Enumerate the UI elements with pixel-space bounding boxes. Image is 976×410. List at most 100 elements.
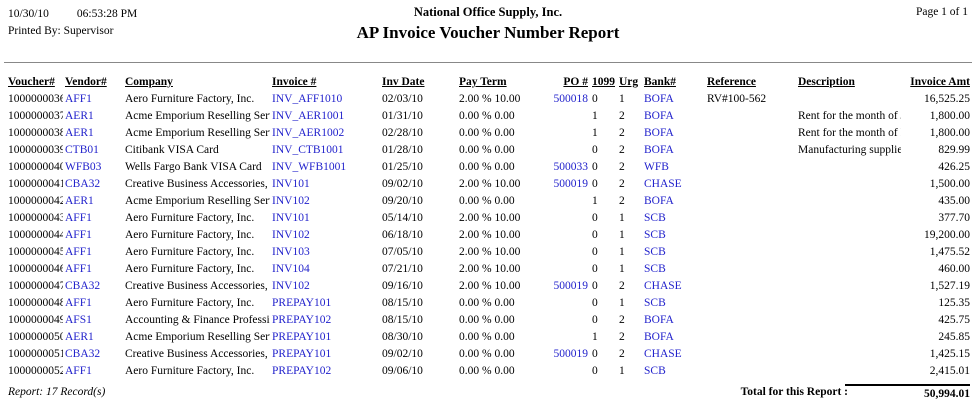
cell-voucher: 1000000051	[8, 348, 63, 360]
cell-f1099: 1	[592, 331, 598, 343]
cell-bank[interactable]: SCB	[644, 263, 666, 275]
cell-invoice[interactable]: PREPAY102	[272, 365, 332, 377]
cell-voucher: 1000000052	[8, 365, 63, 377]
cell-urg: 2	[619, 348, 625, 360]
table-row: 1000000048 AFF1 Aero Furniture Factory, In…	[6, 295, 972, 312]
cell-bank[interactable]: BOFA	[644, 127, 674, 139]
cell-urg: 2	[619, 144, 625, 156]
cell-vendor[interactable]: AER1	[65, 195, 94, 207]
cell-amount: 1,800.00	[929, 110, 970, 122]
cell-bank[interactable]: SCB	[644, 212, 666, 224]
cell-vendor[interactable]: AFF1	[65, 212, 92, 224]
cell-vendor[interactable]: AFF1	[65, 297, 92, 309]
cell-vendor[interactable]: CBA32	[65, 348, 101, 360]
cell-invoice[interactable]: INV104	[272, 263, 310, 275]
report-title: AP Invoice Voucher Number Report	[356, 23, 620, 42]
cell-po[interactable]: 500019	[553, 348, 589, 360]
cell-vendor[interactable]: AFF1	[65, 263, 92, 275]
cell-po[interactable]: 500019	[553, 280, 589, 292]
cell-invoice[interactable]: INV_AER1001	[272, 110, 345, 122]
cell-vendor[interactable]: AER1	[65, 110, 94, 122]
cell-vendor[interactable]: CTB01	[65, 144, 99, 156]
cell-bank[interactable]: CHASE	[644, 348, 682, 360]
cell-invoice[interactable]: PREPAY101	[272, 331, 332, 343]
cell-vendor[interactable]: WFB03	[65, 161, 102, 173]
cell-pay-term: 0.00 % 0.00	[459, 331, 515, 343]
cell-inv-date: 09/02/10	[382, 178, 423, 190]
cell-invoice[interactable]: INV101	[272, 212, 310, 224]
cell-pay-term: 2.00 % 10.00	[459, 280, 521, 292]
cell-po	[542, 193, 590, 210]
cell-urg: 2	[619, 280, 625, 292]
cell-invoice[interactable]: PREPAY102	[272, 314, 332, 326]
cell-reference	[705, 108, 796, 125]
cell-company: Aero Furniture Factory, Inc.	[125, 263, 255, 275]
cell-vendor[interactable]: AFF1	[65, 229, 92, 241]
cell-bank[interactable]: SCB	[644, 246, 666, 258]
cell-description	[796, 295, 901, 312]
cell-bank[interactable]: SCB	[644, 365, 666, 377]
cell-pay-term: 0.00 % 0.00	[459, 144, 515, 156]
cell-amount: 125.35	[938, 297, 970, 309]
cell-inv-date: 09/02/10	[382, 348, 423, 360]
cell-inv-date: 08/30/10	[382, 331, 423, 343]
cell-bank[interactable]: CHASE	[644, 178, 682, 190]
cell-po	[542, 125, 590, 142]
cell-vendor[interactable]: AER1	[65, 127, 94, 139]
cell-vendor[interactable]: AFF1	[65, 365, 92, 377]
cell-invoice[interactable]: INV_CTB1001	[272, 144, 344, 156]
cell-vendor[interactable]: AFS1	[65, 314, 92, 326]
cell-invoice[interactable]: INV102	[272, 280, 310, 292]
cell-company: Acme Emporium Reselling Servic	[125, 195, 270, 207]
cell-company: Citibank VISA Card	[125, 144, 219, 156]
col-header-po: PO #	[563, 76, 588, 88]
cell-voucher: 1000000042	[8, 195, 63, 207]
cell-f1099: 0	[592, 178, 598, 190]
cell-po[interactable]: 500018	[553, 93, 589, 105]
cell-description	[796, 176, 901, 193]
cell-company: Aero Furniture Factory, Inc.	[125, 297, 255, 309]
cell-bank[interactable]: BOFA	[644, 110, 674, 122]
cell-invoice[interactable]: PREPAY101	[272, 297, 332, 309]
cell-bank[interactable]: BOFA	[644, 331, 674, 343]
cell-bank[interactable]: WFB	[644, 161, 669, 173]
cell-invoice[interactable]: INV103	[272, 246, 310, 258]
cell-invoice[interactable]: INV_AFF1010	[272, 93, 343, 105]
cell-bank[interactable]: SCB	[644, 229, 666, 241]
report-table: Voucher# Vendor# Company Invoice # Inv D…	[6, 74, 972, 380]
cell-po	[542, 244, 590, 261]
col-header-bank: Bank#	[644, 76, 676, 88]
cell-vendor[interactable]: CBA32	[65, 280, 101, 292]
cell-invoice[interactable]: INV_AER1002	[272, 127, 345, 139]
cell-bank[interactable]: SCB	[644, 297, 666, 309]
cell-po[interactable]: 500019	[553, 178, 589, 190]
cell-bank[interactable]: BOFA	[644, 314, 674, 326]
cell-bank[interactable]: BOFA	[644, 195, 674, 207]
cell-po[interactable]: 500033	[553, 161, 589, 173]
cell-vendor[interactable]: CBA32	[65, 178, 101, 190]
cell-urg: 1	[619, 212, 625, 224]
cell-reference	[705, 329, 796, 346]
cell-pay-term: 2.00 % 10.00	[459, 212, 521, 224]
cell-invoice[interactable]: INV_WFB1001	[272, 161, 347, 173]
cell-bank[interactable]: BOFA	[644, 144, 674, 156]
cell-bank[interactable]: BOFA	[644, 93, 674, 105]
cell-vendor[interactable]: AFF1	[65, 93, 92, 105]
table-row: 1000000040 WFB03 Wells Fargo Bank VISA Car…	[6, 159, 972, 176]
table-row: 1000000036 AFF1 Aero Furniture Factory, In…	[6, 91, 972, 108]
cell-company: Aero Furniture Factory, Inc.	[125, 229, 255, 241]
cell-reference	[705, 244, 796, 261]
cell-f1099: 1	[592, 127, 598, 139]
cell-reference: RV#100-562	[707, 93, 767, 105]
cell-vendor[interactable]: AER1	[65, 331, 94, 343]
cell-invoice[interactable]: INV102	[272, 229, 310, 241]
cell-pay-term: 2.00 % 10.00	[459, 178, 521, 190]
cell-invoice[interactable]: INV101	[272, 178, 310, 190]
cell-invoice[interactable]: PREPAY101	[272, 348, 332, 360]
cell-invoice[interactable]: INV102	[272, 195, 310, 207]
cell-bank[interactable]: CHASE	[644, 280, 682, 292]
table-row: 1000000051 CBA32 Creative Business Accesso…	[6, 346, 972, 363]
cell-vendor[interactable]: AFF1	[65, 246, 92, 258]
cell-inv-date: 06/18/10	[382, 229, 423, 241]
table-row: 1000000046 AFF1 Aero Furniture Factory, In…	[6, 261, 972, 278]
